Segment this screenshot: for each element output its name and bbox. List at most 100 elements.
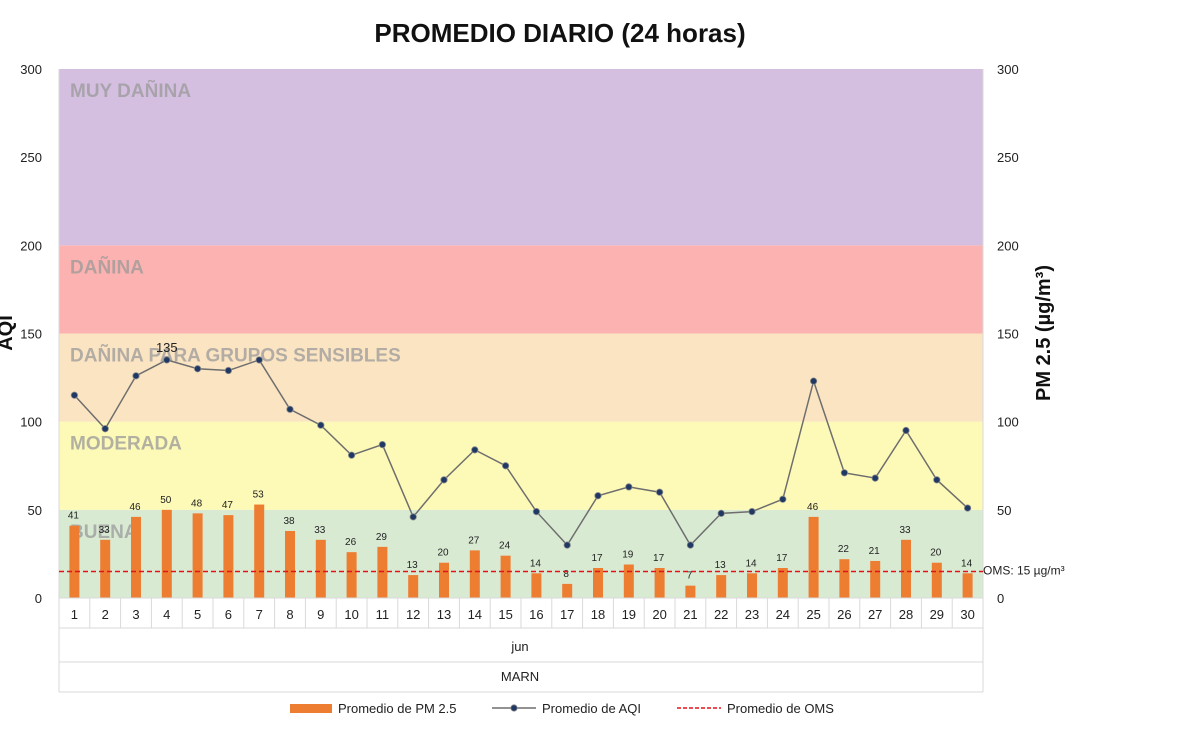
aqi-point <box>471 446 479 454</box>
aqi-band <box>59 333 983 422</box>
pm25-bar-label: 46 <box>807 502 819 513</box>
aqi-point <box>101 425 109 433</box>
pm25-bar-label: 47 <box>222 500 234 511</box>
left-y-tick: 0 <box>35 591 42 606</box>
x-tick-label: 18 <box>591 607 605 622</box>
aqi-band <box>59 421 983 510</box>
pm25-bars <box>69 504 973 598</box>
aqi-point <box>563 541 571 549</box>
aqi-point <box>840 469 849 477</box>
left-y-tick: 250 <box>20 150 42 165</box>
aqi-band-label: BUENA <box>70 522 138 543</box>
aqi-line-path <box>73 359 969 547</box>
aqi-point <box>594 492 602 500</box>
x-tick-label: 8 <box>286 607 293 622</box>
aqi-band <box>59 509 983 598</box>
right-y-tick: 250 <box>997 150 1019 165</box>
pm25-bar <box>500 555 511 598</box>
pm25-bar-label: 41 <box>68 511 80 522</box>
aqi-point-label: 135 <box>156 340 178 355</box>
aqi-point <box>255 356 263 364</box>
aqi-bands <box>59 69 983 598</box>
aqi-point <box>933 476 941 484</box>
right-y-tick: 150 <box>997 327 1019 342</box>
x-tick-label: 9 <box>317 607 324 622</box>
pm25-bar <box>808 516 819 598</box>
pm25-bar-label: 38 <box>283 516 295 527</box>
aqi-point <box>655 488 664 496</box>
x-tick-label: 10 <box>344 607 358 622</box>
pm25-bar <box>839 559 850 598</box>
legend-swatch-pm25 <box>290 704 332 713</box>
pm25-bar <box>593 568 603 598</box>
pm25-bar-label: 27 <box>468 535 480 546</box>
pm25-bar <box>931 562 942 598</box>
aqi-point <box>286 405 294 413</box>
x-tick-label: 15 <box>498 607 512 622</box>
right-y-tick: 50 <box>997 503 1011 518</box>
aqi-band-labels: BUENA MODERADA DAÑINA PARA GRUPOS SENSIBLE… <box>70 80 401 543</box>
pm25-bar <box>716 575 727 598</box>
pm25-bar-label: 20 <box>930 548 942 559</box>
pm25-bar-label: 53 <box>253 490 265 501</box>
x-tick-label: 7 <box>256 607 263 622</box>
aqi-point <box>625 483 633 491</box>
left-y-tick: 300 <box>20 62 42 77</box>
x-tick-label: 30 <box>960 607 974 622</box>
pm25-bar-label: 17 <box>776 553 788 564</box>
chart-title: PROMEDIO DIARIO (24 horas) <box>374 18 745 48</box>
pm25-bar <box>654 568 665 598</box>
pm25-bar-label: 33 <box>99 525 111 536</box>
month-group-label: jun <box>510 639 528 654</box>
aqi-point <box>132 372 140 380</box>
pm25-bar <box>315 539 326 598</box>
aqi-point <box>163 356 171 364</box>
aqi-band-label: DAÑINA PARA GRUPOS SENSIBLES <box>70 345 401 367</box>
x-tick-label: 16 <box>529 607 543 622</box>
legend-label-pm25: Promedio de PM 2.5 <box>338 701 457 716</box>
pm25-bar-label: 46 <box>129 502 141 513</box>
left-y-tick: 150 <box>20 327 42 342</box>
pm25-bar-label: 48 <box>191 498 203 509</box>
x-tick-label: 4 <box>163 607 170 622</box>
pm25-bar-label: 22 <box>838 544 850 555</box>
aqi-point <box>902 426 910 435</box>
x-tick-label: 29 <box>930 607 944 622</box>
legend: Promedio de PM 2.5 Promedio de AQI Promedi… <box>290 701 834 716</box>
pm25-bar-label: 17 <box>653 553 665 564</box>
oms-line: OMS: 15 µg/m³ <box>59 564 1065 578</box>
x-tick-label: 26 <box>837 607 851 622</box>
pm25-bar <box>100 539 111 598</box>
x-tick-label: 5 <box>194 607 201 622</box>
pm25-bar-label: 14 <box>961 558 973 569</box>
aqi-point <box>717 509 725 517</box>
x-tick-label: 11 <box>376 607 390 622</box>
pm25-bar-label: 26 <box>345 537 357 548</box>
pm25-bar-label: 13 <box>407 560 419 571</box>
right-y-tick: 0 <box>997 591 1004 606</box>
pm25-bar <box>346 552 357 598</box>
pm25-bar <box>161 509 172 598</box>
pm25-bar <box>747 573 757 598</box>
x-tick-label: 13 <box>437 607 451 622</box>
x-tick-label: 19 <box>622 607 636 622</box>
oms-annotation: OMS: 15 µg/m³ <box>983 564 1065 578</box>
pm25-bar-label: 14 <box>745 558 757 569</box>
x-tick-label: 14 <box>468 607 482 622</box>
pm25-bar-label: 21 <box>869 546 881 557</box>
pm25-bar <box>285 530 295 598</box>
pm25-bar <box>439 562 449 598</box>
aqi-point <box>779 495 787 503</box>
x-tick-label: 24 <box>776 607 790 622</box>
aqi-point <box>194 365 202 373</box>
x-tick-label: 1 <box>71 607 78 622</box>
pm25-bar-label: 50 <box>160 495 172 506</box>
x-tick-label: 12 <box>406 607 420 622</box>
pm25-bar <box>69 525 80 598</box>
aqi-point <box>409 513 417 521</box>
x-tick-label: 21 <box>683 607 697 622</box>
pm25-bar-label: 8 <box>563 569 569 580</box>
pm25-bar <box>377 546 388 598</box>
left-y-tick: 200 <box>20 238 42 253</box>
